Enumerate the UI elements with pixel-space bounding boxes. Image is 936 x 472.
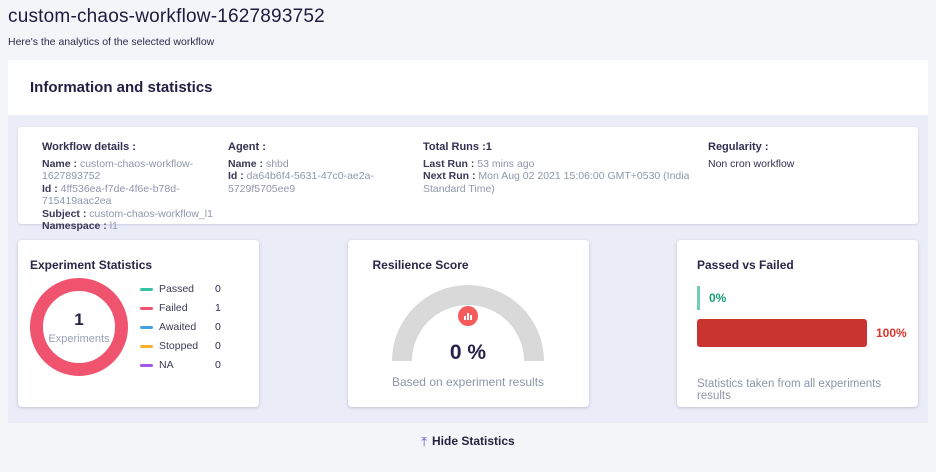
experiment-statistics-card: Experiment Statistics 1 Experiments Pass…	[18, 240, 259, 407]
field-label: Last Run :	[423, 157, 475, 170]
field-label: Next Run :	[423, 170, 476, 182]
experiment-statistics-body: 1 Experiments Passed 0 Failed 1	[30, 278, 245, 376]
legend-row-failed: Failed 1	[140, 299, 245, 318]
workflow-details-column: Workflow details : Name : custom-chaos-w…	[42, 141, 228, 232]
resilience-score-value: 0 %	[449, 341, 487, 364]
bar-chart-icon	[458, 306, 478, 326]
field-value: shbd	[265, 157, 289, 170]
passed-vs-failed-caption: Statistics taken from all experiments re…	[697, 378, 882, 402]
legend-value: 0	[215, 340, 221, 352]
legend-label: NA	[159, 359, 174, 371]
failed-bar	[697, 319, 867, 347]
legend-row-na: NA 0	[140, 356, 245, 375]
legend-value: 0	[215, 283, 221, 295]
passed-bar-row: 0%	[697, 286, 918, 310]
regularity-column: Regularity : Non cron workflow	[708, 141, 918, 224]
legend-row-stopped: Stopped 0	[140, 337, 245, 356]
agent-id-field: Id : da64b6f4-5631-47c0-ae2a-5729f5705ee…	[228, 170, 423, 195]
resilience-score-title: Resilience Score	[372, 258, 469, 272]
workflow-id-field: Id : 4ff536ea-f7de-4f6e-b78d-715419aac2e…	[42, 183, 228, 208]
field-label: Subject :	[42, 207, 87, 220]
donut-total-value: 1	[74, 309, 84, 329]
page-title: custom-chaos-workflow-1627893752	[8, 6, 325, 27]
experiment-statistics-title: Experiment Statistics	[30, 258, 153, 272]
passed-legend-swatch	[140, 287, 153, 291]
failed-bar-row: 100%	[697, 319, 918, 347]
field-value: custom-chaos-workflow_l1	[89, 207, 213, 220]
passed-percentage: 0%	[709, 291, 727, 305]
page-header: custom-chaos-workflow-1627893752 Here's …	[0, 0, 936, 48]
page-subtitle: Here's the analytics of the selected wor…	[8, 36, 215, 48]
statistics-footer: ⤒ Hide Statistics	[0, 423, 936, 465]
regularity-heading: Regularity :	[708, 141, 769, 153]
field-label: Id :	[228, 170, 244, 182]
field-label: Name :	[42, 157, 78, 170]
legend-value: 1	[215, 302, 221, 314]
legend-value: 0	[215, 359, 221, 371]
section-title: Information and statistics	[30, 79, 213, 96]
last-run-field: Last Run : 53 mins ago	[423, 158, 708, 171]
stopped-legend-swatch	[140, 344, 153, 348]
legend-label: Failed	[159, 302, 188, 314]
awaited-legend-swatch	[140, 325, 153, 329]
field-value: l1	[109, 220, 118, 232]
resilience-score-card: Resilience Score 0 % Based on experiment…	[347, 240, 589, 407]
collapse-up-icon: ⤒	[421, 433, 428, 449]
workflow-details-card: Workflow details : Name : custom-chaos-w…	[18, 127, 918, 232]
statistics-cards-row: Experiment Statistics 1 Experiments Pass…	[18, 240, 918, 407]
field-value: custom-chaos-workflow-1627893752	[42, 157, 194, 183]
workflow-namespace-field: Namespace : l1	[42, 220, 228, 233]
field-value: Mon Aug 02 2021 15:06:00 GMT+0530 (India…	[423, 170, 690, 195]
experiments-legend: Passed 0 Failed 1 Awaited 0	[140, 280, 245, 375]
donut-total-label: Experiments	[48, 332, 110, 345]
field-label: Id :	[42, 182, 58, 195]
field-value: 53 mins ago	[477, 157, 535, 170]
regularity-value: Non cron workflow	[708, 157, 795, 170]
hide-statistics-label: Hide Statistics	[432, 434, 515, 448]
field-value: 4ff536ea-f7de-4f6e-b78d-715419aac2ea	[42, 182, 180, 208]
field-value: da64b6f4-5631-47c0-ae2a-5729f5705ee9	[228, 170, 374, 195]
legend-value: 0	[215, 321, 221, 333]
legend-label: Passed	[159, 283, 195, 295]
workflow-details-heading: Workflow details :	[42, 141, 136, 153]
experiments-donut-chart: 1 Experiments	[30, 278, 128, 376]
legend-row-awaited: Awaited 0	[140, 318, 245, 337]
runs-column: Total Runs :1 Last Run : 53 mins ago Nex…	[423, 141, 708, 224]
total-runs-heading: Total Runs :1	[423, 141, 492, 153]
next-run-field: Next Run : Mon Aug 02 2021 15:06:00 GMT+…	[423, 170, 708, 195]
workflow-name-field: Name : custom-chaos-workflow-1627893752	[42, 158, 228, 183]
failed-percentage: 100%	[876, 326, 907, 340]
na-legend-swatch	[140, 363, 153, 367]
resilience-gauge: 0 %	[392, 285, 544, 364]
legend-row-passed: Passed 0	[140, 280, 245, 299]
field-label: Namespace :	[42, 220, 107, 232]
resilience-score-caption: Based on experiment results	[391, 375, 545, 389]
statistics-area: Workflow details : Name : custom-chaos-w…	[8, 115, 928, 423]
passed-vs-failed-title: Passed vs Failed	[697, 258, 794, 272]
info-stats-section-bar: Information and statistics	[8, 60, 928, 115]
field-label: Name :	[228, 157, 264, 170]
hide-statistics-button[interactable]: ⤒ Hide Statistics	[421, 434, 514, 448]
passed-vs-failed-card: Passed vs Failed 0% 100% Statistics take…	[677, 240, 918, 407]
failed-legend-swatch	[140, 306, 153, 310]
passed-bar	[697, 286, 700, 310]
legend-label: Stopped	[159, 340, 199, 352]
agent-column: Agent : Name : shbd Id : da64b6f4-5631-4…	[228, 141, 423, 224]
workflow-subject-field: Subject : custom-chaos-workflow_l1	[42, 208, 228, 221]
agent-heading: Agent :	[228, 141, 266, 153]
agent-name-field: Name : shbd	[228, 158, 423, 171]
legend-label: Awaited	[159, 321, 197, 333]
